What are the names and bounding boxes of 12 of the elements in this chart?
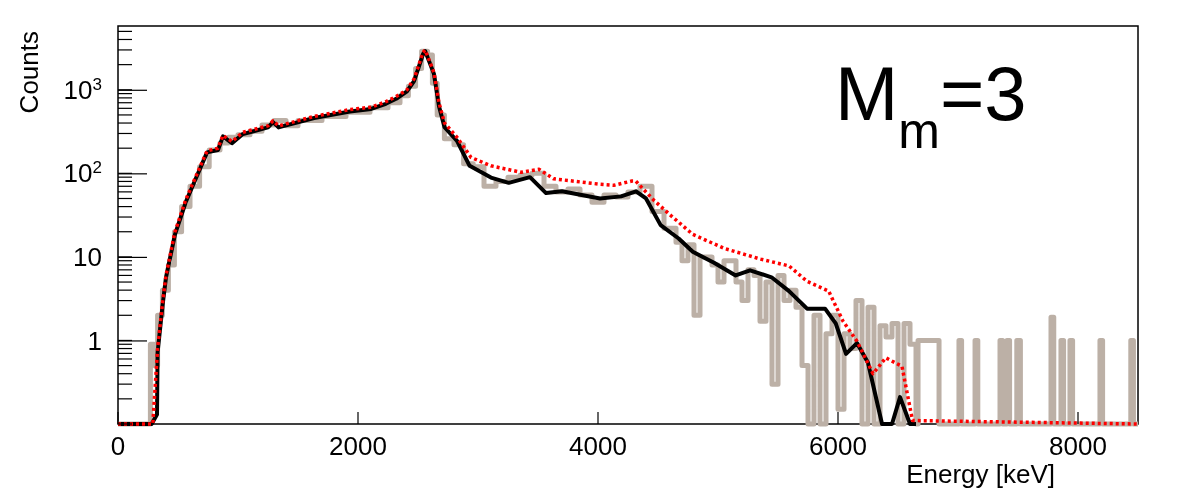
- x-tick-label: 2000: [329, 431, 387, 461]
- y-tick-label: 10$^{3}$: [63, 74, 102, 105]
- x-tick-label: 6000: [809, 431, 867, 461]
- x-tick-label: 0: [110, 431, 126, 461]
- y-tick-label: 10: [73, 241, 102, 272]
- x-tick-label: 4000: [569, 431, 627, 461]
- x-tick-label: 8000: [1049, 431, 1107, 461]
- y-axis-title: Counts: [14, 31, 44, 114]
- y-tick-label: 1: [87, 325, 102, 356]
- annotation: M$_{m}$=3: [835, 51, 1027, 159]
- x-axis-title: Energy [keV]: [906, 459, 1055, 489]
- y-tick-label: 10$^{2}$: [63, 157, 102, 189]
